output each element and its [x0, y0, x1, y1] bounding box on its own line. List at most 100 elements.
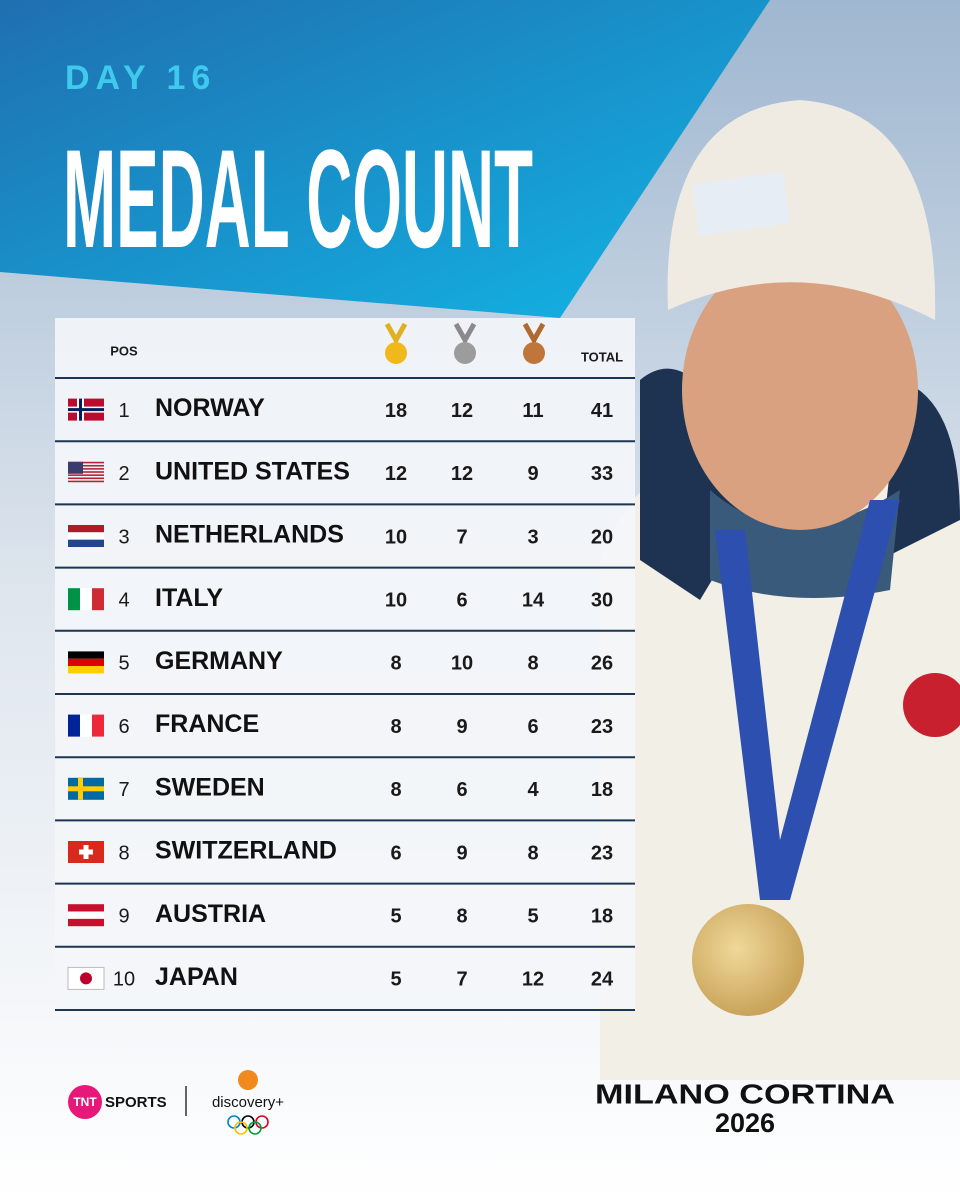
- flag-part: [68, 539, 104, 547]
- flag: [68, 651, 104, 674]
- silver-count: 6: [456, 589, 467, 611]
- position: 1: [118, 400, 129, 422]
- silver-count: 12: [451, 463, 473, 485]
- bronze-count: 4: [527, 779, 539, 801]
- tnt-text: TNT: [73, 1095, 97, 1109]
- flag-part: [79, 849, 93, 855]
- flag-part: [80, 972, 92, 985]
- position: 10: [113, 969, 135, 991]
- country-name: ITALY: [155, 584, 223, 612]
- silver-medal-icon: [453, 322, 477, 364]
- silver-count: 6: [456, 779, 467, 801]
- country-name: NETHERLANDS: [155, 521, 344, 549]
- position: 9: [118, 905, 129, 927]
- silver-count: 8: [456, 905, 467, 927]
- flag-part: [68, 461, 83, 474]
- total-count: 30: [591, 589, 613, 611]
- total-count: 23: [591, 842, 613, 864]
- medal-table: POS TOTAL 1 NORWAY 18 12 11 412 UNITED STATES 1…: [55, 318, 635, 1011]
- flag-part: [80, 588, 92, 611]
- bronze-count: 11: [522, 400, 543, 422]
- country-name: JAPAN: [155, 963, 238, 991]
- gold-count: 5: [390, 905, 401, 927]
- position: 5: [118, 653, 129, 675]
- flag-part: [68, 588, 80, 611]
- bronze-medal-icon: [522, 322, 546, 364]
- table-panel: [55, 318, 635, 1010]
- flag-part: [68, 477, 104, 480]
- bronze-count: 5: [527, 905, 538, 927]
- total-count: 26: [591, 653, 613, 675]
- country-name: UNITED STATES: [155, 457, 350, 485]
- footer: TNT SPORTS discovery+ MILANO CORTINA 202…: [68, 1070, 895, 1138]
- position: 7: [118, 779, 129, 801]
- flag: [68, 588, 104, 611]
- silver-count: 12: [451, 400, 473, 422]
- country-name: NORWAY: [155, 394, 265, 422]
- bronze-count: 9: [527, 463, 538, 485]
- bronze-count: 14: [522, 589, 545, 611]
- flag: [68, 714, 104, 737]
- position: 8: [118, 842, 129, 864]
- silver-count: 7: [456, 526, 467, 548]
- position: 2: [118, 463, 129, 485]
- title: MEDAL COUNT: [63, 120, 533, 277]
- sports-text: SPORTS: [105, 1094, 167, 1111]
- gold-count: 12: [385, 463, 407, 485]
- flag-part: [80, 714, 92, 737]
- silver-count: 9: [456, 716, 467, 738]
- flag-part: [68, 918, 104, 927]
- flag-part: [68, 666, 104, 674]
- discovery-text: discovery+: [212, 1094, 284, 1111]
- flag-part: [68, 904, 104, 912]
- total-count: 18: [591, 905, 613, 927]
- flag: [68, 461, 104, 483]
- flag-part: [68, 461, 104, 464]
- position: 4: [118, 589, 129, 611]
- flag-part: [68, 911, 104, 919]
- total-header: TOTAL: [581, 349, 623, 364]
- country-name: AUSTRIA: [155, 900, 266, 928]
- silver-count: 7: [456, 969, 467, 991]
- flag-part: [68, 464, 104, 467]
- total-count: 23: [591, 716, 613, 738]
- position: 3: [118, 526, 129, 548]
- olympic-rings: [227, 1115, 269, 1135]
- flag-part: [68, 408, 104, 412]
- total-count: 20: [591, 526, 613, 548]
- flag-part: [68, 480, 104, 483]
- discovery-logo: [238, 1070, 258, 1090]
- flag-part: [68, 525, 104, 533]
- gold-count: 10: [385, 526, 407, 548]
- total-count: 41: [591, 400, 613, 422]
- total-count: 24: [591, 969, 614, 991]
- gold-medal-icon: [384, 322, 408, 364]
- flag: [68, 398, 104, 421]
- flag: [68, 525, 104, 547]
- flag-part: [92, 714, 104, 737]
- bronze-count: 3: [527, 526, 538, 548]
- gold-count: 8: [390, 653, 401, 675]
- flag-part: [68, 651, 104, 659]
- gold-count: 8: [390, 716, 401, 738]
- flag: [68, 841, 104, 863]
- day-label: DAY 16: [65, 59, 216, 97]
- silver-count: 9: [456, 842, 467, 864]
- silver-count: 10: [451, 653, 473, 675]
- flag-part: [68, 532, 104, 540]
- country-name: FRANCE: [155, 710, 259, 738]
- gold-count: 6: [390, 842, 401, 864]
- event-name: MILANO CORTINA: [595, 1078, 895, 1109]
- flag-part: [68, 468, 104, 470]
- total-count: 33: [591, 463, 613, 485]
- flag-part: [68, 714, 80, 737]
- country-name: SWEDEN: [155, 773, 265, 801]
- bronze-count: 6: [527, 716, 538, 738]
- flag-part: [68, 658, 104, 667]
- gold-count: 5: [390, 969, 401, 991]
- flag: [68, 777, 104, 800]
- flag-part: [92, 588, 104, 611]
- event-year: 2026: [715, 1108, 775, 1138]
- flag: [68, 904, 104, 927]
- flag: [67, 966, 105, 990]
